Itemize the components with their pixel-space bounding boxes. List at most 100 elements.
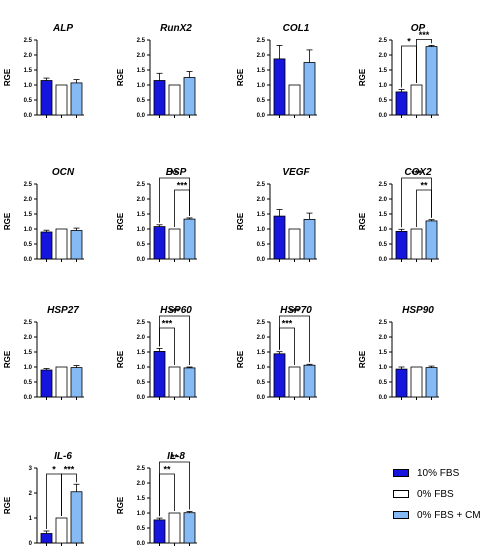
y-tick-label: 2.0 bbox=[379, 53, 388, 59]
y-tick-label: 1.0 bbox=[24, 227, 33, 233]
y-tick-label: 0.5 bbox=[137, 380, 146, 386]
y-axis-label: RGE bbox=[3, 496, 12, 514]
significance-bracket bbox=[174, 189, 190, 227]
panel-title: COL1 bbox=[283, 23, 310, 34]
significance-label: *** bbox=[289, 307, 300, 317]
legend-item-0-fbs: 0% FBS bbox=[393, 488, 482, 500]
y-tick-label: 0.5 bbox=[137, 98, 146, 104]
bar-0-fbs-cm bbox=[70, 367, 83, 398]
bar-0-fbs-cm bbox=[303, 218, 316, 260]
y-tick-label: 1.5 bbox=[257, 350, 266, 356]
y-tick-label: 1.5 bbox=[379, 212, 388, 218]
y-tick-label: 0.0 bbox=[379, 113, 388, 119]
y-tick-label: 2.0 bbox=[137, 481, 146, 487]
y-tick-label: 2 bbox=[29, 491, 33, 497]
y-tick-label: 1.0 bbox=[257, 83, 266, 89]
bar-0-fbs-cm bbox=[183, 218, 196, 260]
y-tick-label: 1.0 bbox=[257, 227, 266, 233]
y-axis-label: RGE bbox=[358, 212, 367, 230]
y-tick-label: 1.0 bbox=[137, 511, 146, 517]
y-tick-label: 2.5 bbox=[379, 182, 388, 188]
panel-title: OP bbox=[411, 23, 426, 34]
bar-0-fbs bbox=[410, 84, 423, 116]
panel-hsp90: HSP90 RGE 0.0 0.5 1.0 1.5 2.0 2.5 bbox=[358, 305, 439, 401]
significance-bracket bbox=[416, 189, 432, 227]
bar-10-fbs bbox=[273, 353, 286, 398]
bar-0-fbs bbox=[288, 228, 301, 260]
y-tick-label: 2.0 bbox=[257, 53, 266, 59]
y-axis-label: RGE bbox=[116, 496, 125, 514]
bar-10-fbs bbox=[395, 368, 408, 398]
y-tick-label: 0.5 bbox=[257, 380, 266, 386]
panel-runx2: RunX2 RGE 0.0 0.5 1.0 1.5 2.0 2.5 bbox=[116, 23, 197, 119]
y-tick-label: 2.5 bbox=[257, 320, 266, 326]
bar-10-fbs bbox=[40, 231, 53, 260]
y-axis-label: RGE bbox=[358, 350, 367, 368]
significance-label: *** bbox=[419, 30, 430, 40]
panel-title: HSP27 bbox=[47, 305, 79, 316]
significance-label: ** bbox=[171, 453, 179, 463]
significance-bracket bbox=[159, 473, 175, 517]
bar-0-fbs bbox=[410, 366, 423, 398]
bar-0-fbs bbox=[55, 366, 68, 398]
bar-0-fbs-cm bbox=[70, 82, 83, 116]
y-tick-label: 0.5 bbox=[257, 98, 266, 104]
bar-10-fbs bbox=[153, 519, 166, 544]
significance-label: *** bbox=[177, 181, 188, 191]
bar-10-fbs bbox=[153, 350, 166, 398]
significance-bracket bbox=[279, 315, 310, 363]
y-tick-label: 1.0 bbox=[24, 365, 33, 371]
y-tick-label: 1.0 bbox=[257, 365, 266, 371]
y-tick-label: 1.5 bbox=[379, 350, 388, 356]
bar-0-fbs bbox=[168, 84, 181, 116]
y-tick-label: 2.0 bbox=[379, 335, 388, 341]
bar-0-fbs bbox=[410, 228, 423, 260]
significance-bracket bbox=[61, 473, 77, 516]
y-tick-label: 2.5 bbox=[379, 320, 388, 326]
bar-0-fbs-cm bbox=[303, 364, 316, 398]
bar-0-fbs-cm bbox=[70, 230, 83, 260]
bar-0-fbs-cm bbox=[70, 491, 83, 544]
panel-hsp27: HSP27 RGE 0.0 0.5 1.0 1.5 2.0 2.5 bbox=[3, 305, 84, 401]
bar-0-fbs bbox=[168, 512, 181, 544]
panel-il-8: IL-8 RGE 0.0 0.5 1.0 1.5 2.0 2.5 **** bbox=[116, 451, 197, 547]
y-tick-label: 0.0 bbox=[137, 257, 146, 263]
y-tick-label: 2.5 bbox=[257, 38, 266, 44]
y-axis-label: RGE bbox=[3, 212, 12, 230]
y-tick-label: 1.5 bbox=[379, 68, 388, 74]
bar-0-fbs bbox=[288, 366, 301, 398]
y-tick-label: 2.5 bbox=[137, 320, 146, 326]
y-tick-label: 1 bbox=[29, 516, 33, 522]
bar-0-fbs bbox=[168, 366, 181, 398]
y-tick-label: 0.5 bbox=[24, 380, 33, 386]
legend-item-0-fbs-cm: 0% FBS + CM bbox=[393, 509, 482, 521]
y-tick-label: 2.5 bbox=[24, 320, 33, 326]
y-tick-label: 1.0 bbox=[24, 83, 33, 89]
y-tick-label: 0.5 bbox=[257, 242, 266, 248]
y-tick-label: 0.0 bbox=[257, 257, 266, 263]
y-tick-label: 2.0 bbox=[24, 335, 33, 341]
significance-label: * bbox=[407, 37, 411, 47]
y-tick-label: 1.5 bbox=[257, 68, 266, 74]
bar-0-fbs-cm bbox=[425, 220, 438, 260]
y-tick-label: 0.0 bbox=[379, 257, 388, 263]
y-tick-label: 0.0 bbox=[137, 113, 146, 119]
bar-0-fbs-cm bbox=[425, 46, 438, 116]
panel-title: OCN bbox=[52, 167, 75, 178]
significance-label: ** bbox=[420, 181, 428, 191]
y-tick-label: 1.5 bbox=[24, 212, 33, 218]
panel-hsp70: HSP70 RGE 0.0 0.5 1.0 1.5 2.0 2.5 *** *** bbox=[236, 305, 317, 401]
y-tick-label: 0.0 bbox=[24, 257, 33, 263]
y-tick-label: 3 bbox=[29, 466, 33, 472]
y-tick-label: 1.5 bbox=[137, 68, 146, 74]
legend-swatch-0-fbs-cm bbox=[393, 511, 409, 519]
y-axis-label: RGE bbox=[236, 350, 245, 368]
legend-label-0-fbs: 0% FBS bbox=[417, 488, 454, 500]
y-tick-label: 2.0 bbox=[24, 197, 33, 203]
panel-title: IL-8 bbox=[167, 451, 185, 462]
panel-title: BSP bbox=[166, 167, 187, 178]
legend-item-10-fbs: 10% FBS bbox=[393, 467, 482, 479]
